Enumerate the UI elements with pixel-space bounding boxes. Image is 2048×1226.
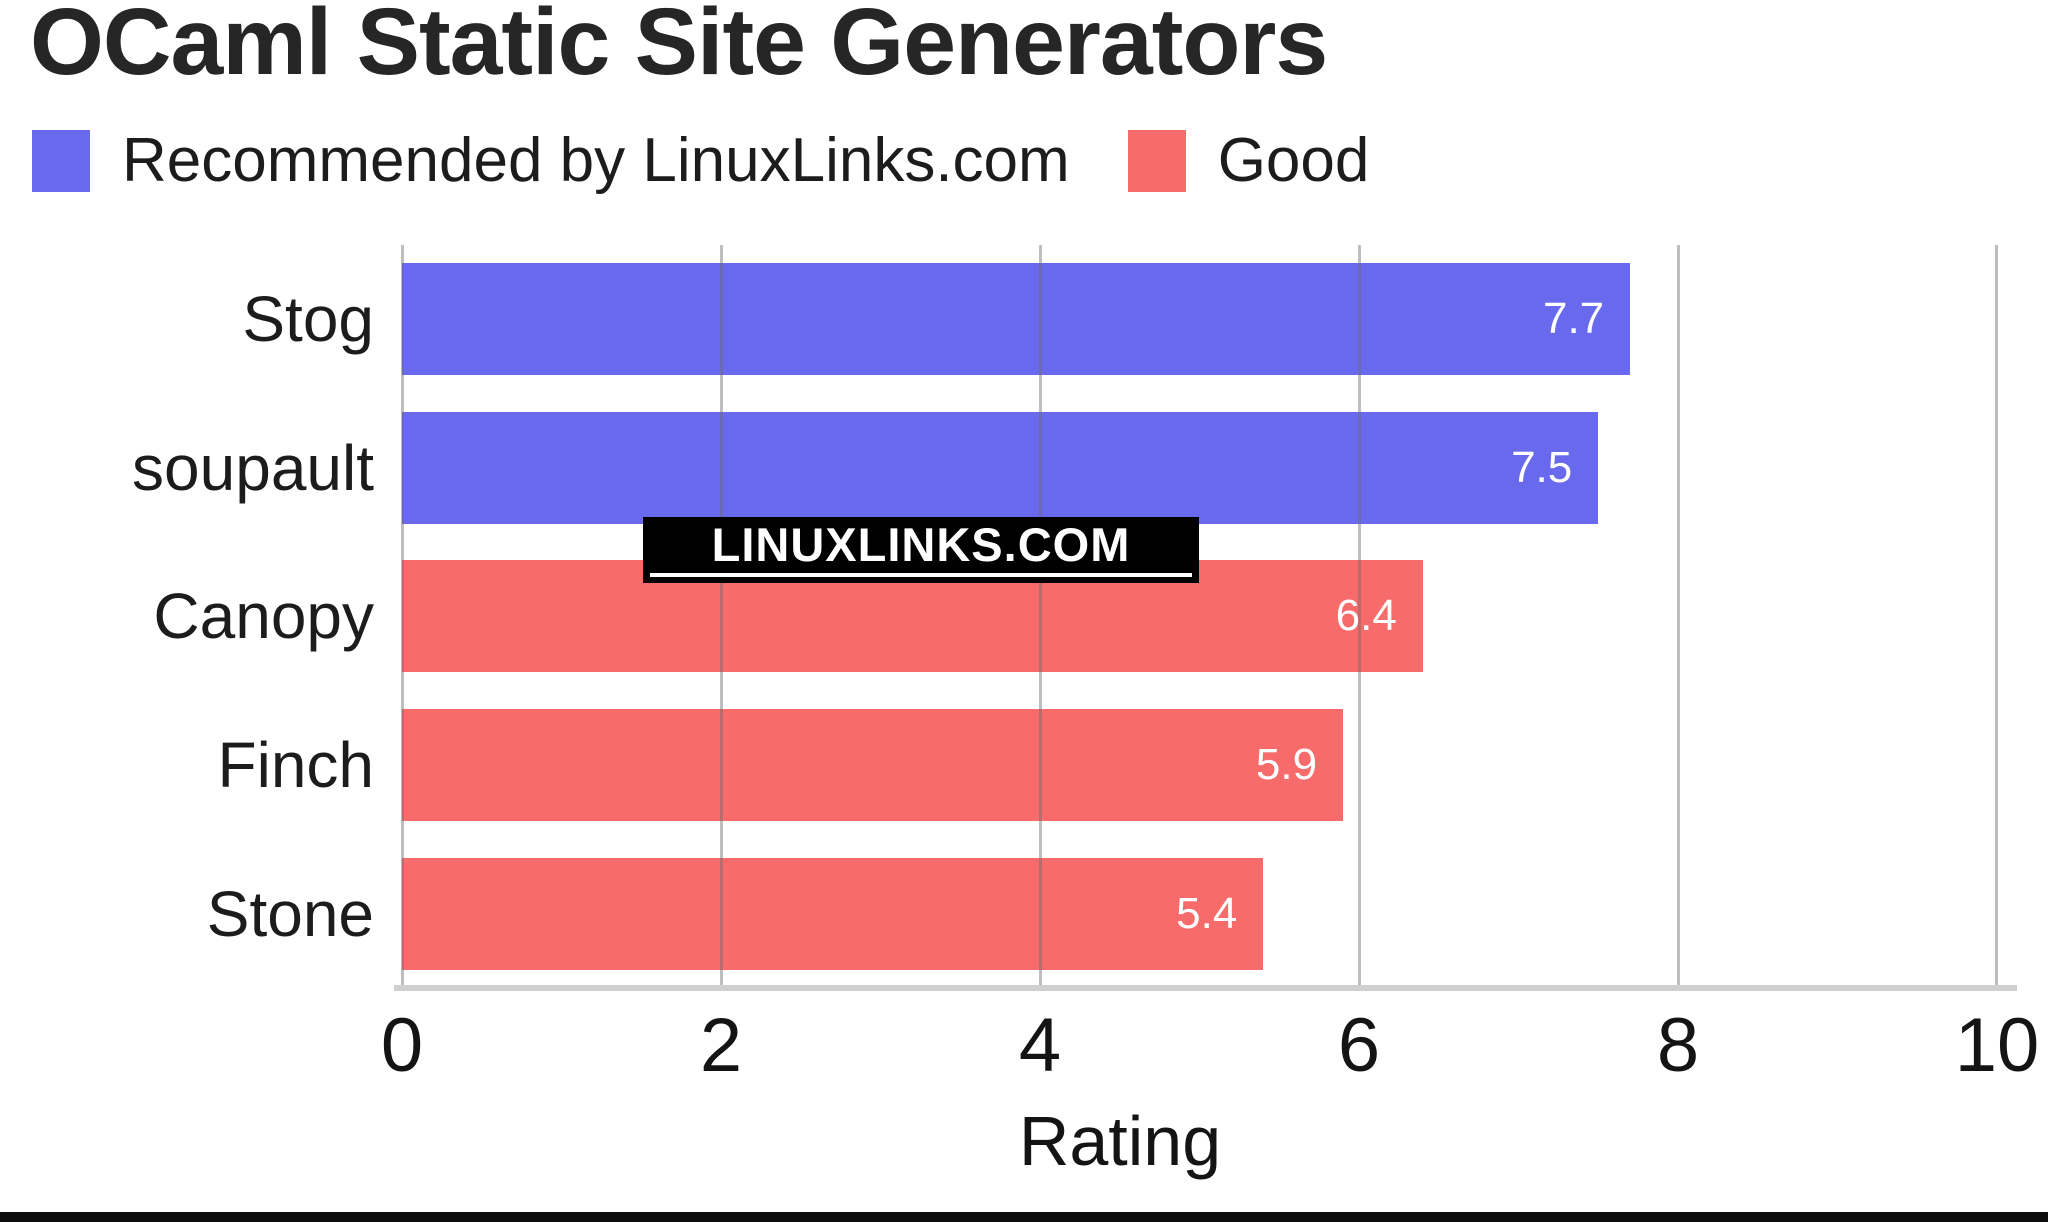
gridline-6 — [1358, 245, 1361, 988]
gridline-8 — [1677, 245, 1680, 988]
category-label: Stog — [242, 283, 374, 356]
bar-value-label: 5.9 — [1255, 740, 1318, 790]
x-tick-label: 8 — [1656, 1003, 1700, 1088]
x-axis-line — [394, 985, 2017, 991]
bar-stone: 5.4 — [402, 857, 1264, 970]
bar-row: Stone 5.4 — [207, 839, 1997, 988]
bar-value-label: 7.7 — [1542, 294, 1605, 344]
legend-swatch-red-icon — [1127, 130, 1186, 192]
bar-value-label: 6.4 — [1335, 591, 1397, 641]
legend-item-recommended: Recommended by LinuxLinks.com — [32, 130, 1070, 192]
bar-soupault: 7.5 — [402, 411, 1599, 524]
legend-label: Good — [1217, 126, 1370, 195]
bar-finch: 5.9 — [402, 709, 1344, 822]
plot-area: Stog 7.7 soupault 7.5 Canopy 6.4 Finch 5… — [132, 245, 2017, 991]
bar-row: Finch 5.9 — [218, 691, 1997, 840]
chart-title: OCaml Static Site Generators — [30, 0, 1328, 95]
gridline-10 — [1995, 245, 1998, 988]
legend-item-good: Good — [1127, 126, 1370, 195]
legend-label: Recommended by LinuxLinks.com — [122, 126, 1070, 195]
x-tick-label: 4 — [1018, 1003, 1062, 1088]
bar-stog: 7.7 — [402, 263, 1631, 376]
x-tick-label: 6 — [1337, 1003, 1381, 1088]
x-axis-title: Rating — [1018, 1102, 1222, 1180]
bottom-divider — [0, 1212, 2048, 1222]
category-label: Canopy — [153, 580, 374, 653]
bar-row: Canopy 6.4 — [153, 542, 1997, 691]
bar-value-label: 5.4 — [1176, 888, 1238, 938]
legend-swatch-blue-icon — [32, 130, 90, 192]
watermark-badge: LINUXLINKS.COM — [643, 517, 1199, 583]
gridline-4 — [1039, 245, 1042, 988]
watermark-text: LINUXLINKS.COM — [650, 520, 1192, 578]
bar-row: Stog 7.7 — [242, 245, 1997, 394]
category-label: Finch — [217, 729, 375, 802]
x-tick-label: 2 — [699, 1003, 743, 1088]
x-tick-label: 10 — [1954, 1003, 2040, 1088]
x-tick-label: 0 — [380, 1003, 424, 1088]
category-label: soupault — [132, 431, 374, 504]
gridline-2 — [720, 245, 723, 988]
x-axis-ticks: 0 2 4 6 8 10 — [381, 1003, 2039, 1088]
gridline-0 — [401, 245, 404, 988]
bar-value-label: 7.5 — [1511, 442, 1573, 492]
legend: Recommended by LinuxLinks.com Good — [32, 130, 1369, 192]
category-label: Stone — [206, 877, 374, 950]
bar-row: soupault 7.5 — [132, 394, 1997, 543]
